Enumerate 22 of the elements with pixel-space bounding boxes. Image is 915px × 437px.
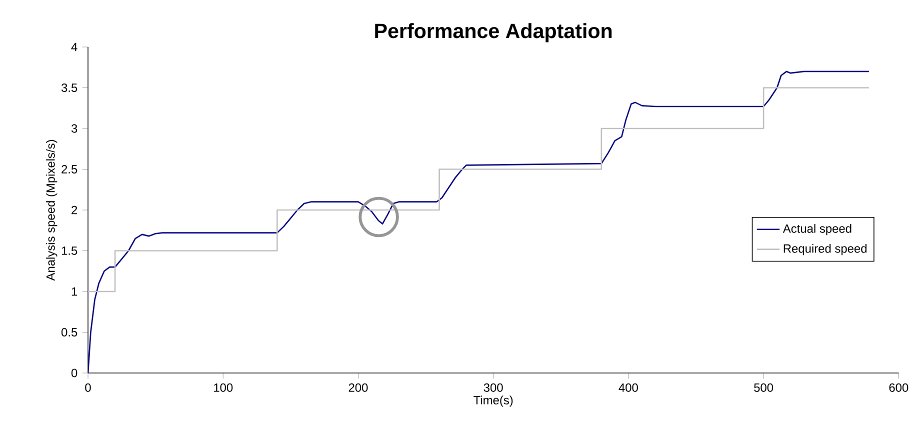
y-tick-label: 3.5 [61,84,78,92]
x-tick-label: 200 [348,383,368,392]
y-tick-label: 2.5 [62,165,78,174]
x-tick-label: 0 [85,383,91,392]
x-tick-label: 600 [889,383,908,392]
y-tick-label: 4 [71,42,78,52]
y-tick-label: 3 [71,124,78,133]
x-tick-label: 100 [214,383,233,392]
y-tick-label: 1 [72,287,78,296]
y-tick-label: 2 [72,206,78,214]
x-tick-label: 300 [484,383,503,392]
y-tick-label: 1.5 [62,246,78,255]
x-axis-title: Time(s) [474,396,513,407]
chart-title: Performance Adaptation [375,23,612,42]
legend-label: Actual speed [782,224,852,236]
y-tick-label: 0.5 [61,328,78,336]
line-series [88,70,870,373]
legend-label: Required speed [784,244,867,256]
y-tick-label: 0 [71,368,78,378]
x-tick-label: 500 [754,383,774,392]
y-axis-title: Analysis speed (Mpixels/s) [46,140,58,281]
x-tick-label: 400 [618,383,638,392]
